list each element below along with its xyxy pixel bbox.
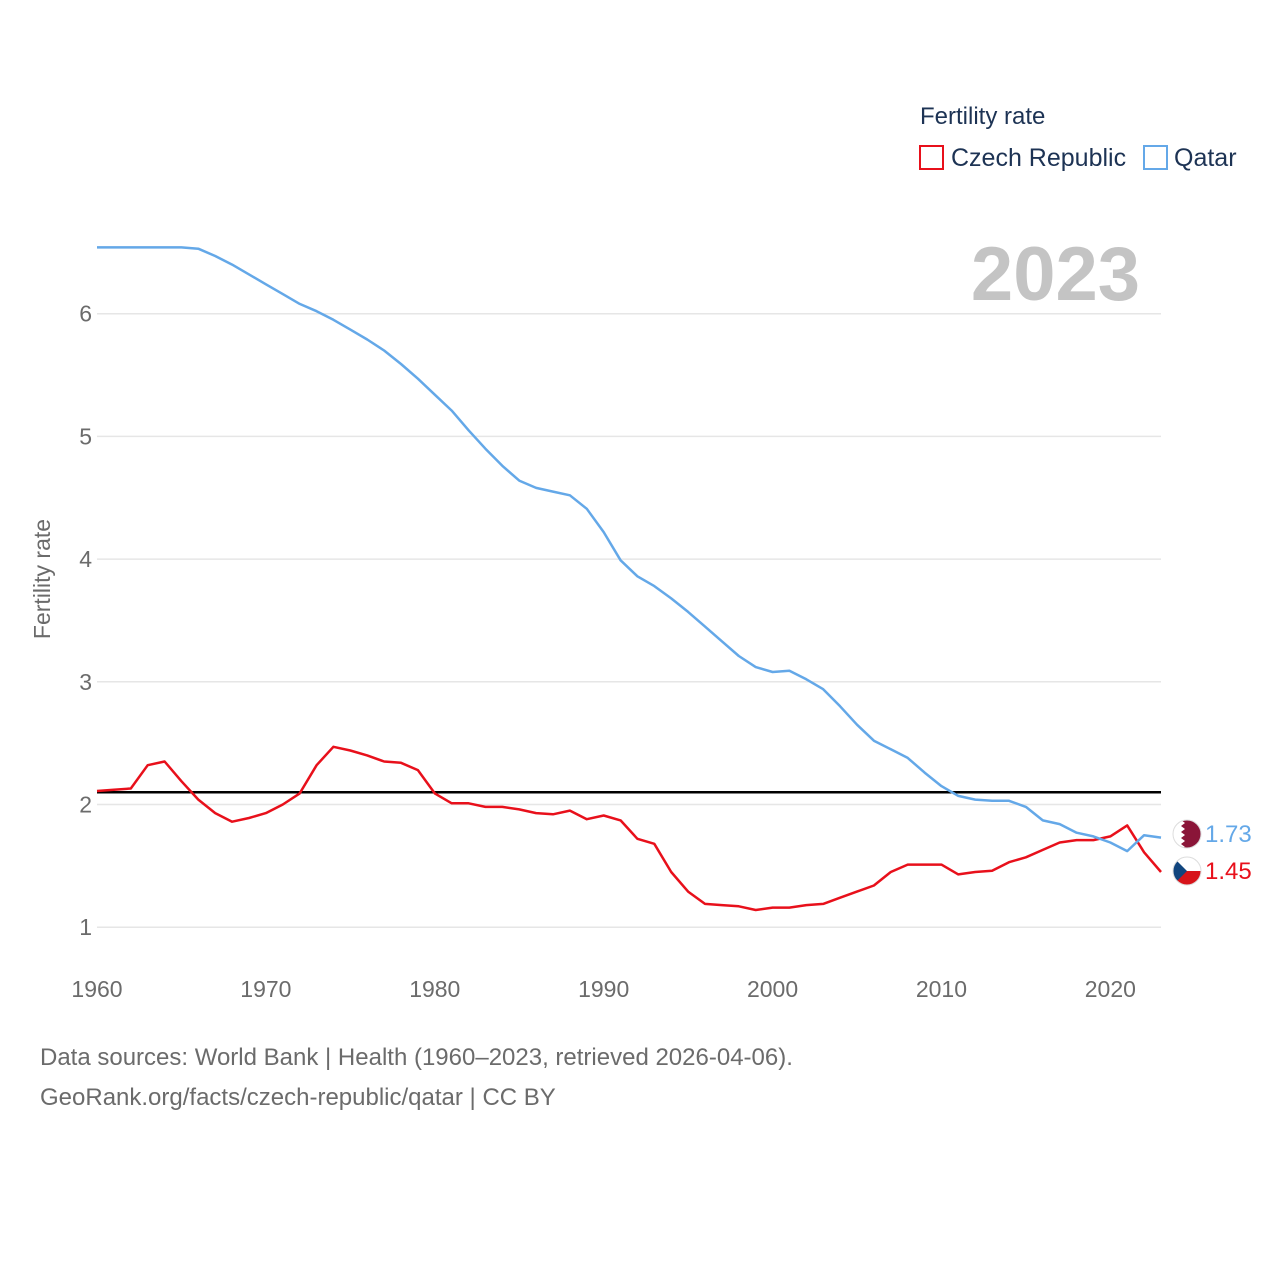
series-line-czech-republic[interactable] bbox=[96, 745, 1162, 912]
x-tick-label-2000: 2000 bbox=[747, 976, 798, 1002]
legend-label-qatar: Qatar bbox=[1174, 144, 1237, 172]
gridlines bbox=[97, 312, 1161, 928]
x-tick-label-1970: 1970 bbox=[240, 976, 291, 1002]
x-axis-ticks: 1960 1970 1980 1990 2000 2010 2020 bbox=[71, 976, 1136, 1002]
x-tick-label-1980: 1980 bbox=[409, 976, 460, 1002]
czech-flag-icon bbox=[1172, 856, 1202, 886]
legend-label-czech-republic: Czech Republic bbox=[951, 144, 1126, 172]
y-tick-label-6: 6 bbox=[79, 301, 92, 327]
footer-sources: Data sources: World Bank | Health (1960–… bbox=[40, 1044, 793, 1071]
legend-title: Fertility rate bbox=[920, 103, 1045, 130]
legend-item-czech-republic[interactable]: Czech Republic bbox=[919, 144, 1126, 172]
y-tick-label-3: 3 bbox=[79, 669, 92, 695]
y-axis-ticks: 1 2 3 4 5 6 bbox=[79, 301, 92, 940]
y-tick-label-4: 4 bbox=[79, 546, 92, 572]
legend-swatch-qatar bbox=[1143, 145, 1168, 170]
x-tick-label-1990: 1990 bbox=[578, 976, 629, 1002]
legend: Fertility rate Czech Republic Qatar bbox=[919, 103, 1237, 172]
footer-attribution[interactable]: GeoRank.org/facts/czech-republic/qatar |… bbox=[40, 1084, 556, 1111]
y-tick-label-2: 2 bbox=[79, 791, 92, 817]
year-label: 2023 bbox=[971, 232, 1140, 317]
end-value-czech-republic: 1.45 bbox=[1205, 858, 1252, 885]
y-tick-label-1: 1 bbox=[79, 914, 92, 940]
legend-swatch-czech-republic bbox=[919, 145, 944, 170]
y-tick-label-5: 5 bbox=[79, 423, 92, 449]
legend-item-qatar[interactable]: Qatar bbox=[1143, 144, 1237, 172]
x-tick-label-2010: 2010 bbox=[916, 976, 967, 1002]
x-tick-label-2020: 2020 bbox=[1085, 976, 1136, 1002]
series-lines bbox=[96, 246, 1162, 912]
y-axis-title: Fertility rate bbox=[29, 519, 55, 639]
x-tick-label-1960: 1960 bbox=[71, 976, 122, 1002]
end-value-qatar: 1.73 bbox=[1205, 821, 1252, 848]
series-line-qatar[interactable] bbox=[97, 246, 1162, 853]
qatar-flag-icon bbox=[1172, 819, 1202, 849]
series-end-markers: 1.73 1.45 bbox=[1172, 819, 1252, 886]
